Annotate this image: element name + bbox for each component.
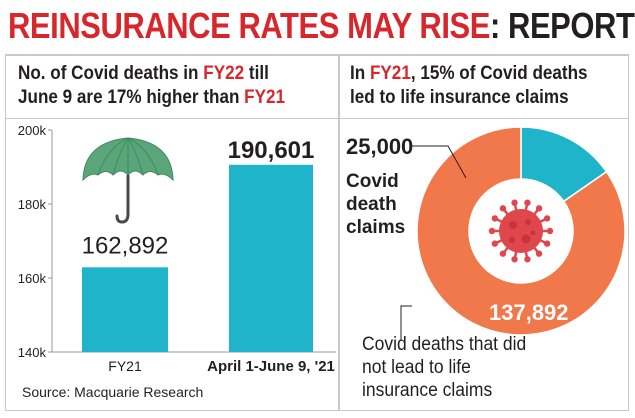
- headline-suffix: : REPORT: [489, 5, 635, 46]
- leader-line-claims: [412, 145, 467, 179]
- x-category-label: April 1-June 9, '21: [207, 358, 335, 375]
- source-note: Source: Macquarie Research: [22, 384, 204, 400]
- donut-value-label-claims: 25,000: [346, 134, 413, 159]
- headline-main: REINSURANCE RATES MAY RISE: [8, 5, 490, 46]
- umbrella-icon: [82, 137, 174, 224]
- donut-category-label: claims: [346, 217, 405, 238]
- donut-category-label: Covid: [346, 171, 399, 192]
- fy21-highlight-right: FY21: [369, 63, 411, 84]
- headline: REINSURANCE RATES MAY RISE: REPORT: [8, 2, 635, 50]
- divider-left-sub: [5, 118, 338, 119]
- y-tick-label: 180k: [18, 197, 47, 212]
- x-category-label: FY21: [108, 358, 142, 374]
- bar-value-label: 162,892: [82, 232, 169, 259]
- bar: [229, 164, 313, 352]
- divider-middle: [338, 56, 340, 411]
- right-subhead: In FY21, 15% of Covid deaths led to life…: [350, 62, 588, 110]
- donut-caption: Covid deaths that did not lead to life i…: [362, 334, 527, 401]
- left-subhead-line2: June 9 are 17% higher than FY21: [18, 87, 286, 108]
- frame-bottom: [5, 410, 629, 411]
- donut-category-label: death: [346, 194, 397, 215]
- right-subhead-line2: led to life insurance claims: [350, 87, 569, 108]
- y-tick-label: 200k: [18, 123, 47, 138]
- leader-line-nonclaims: [400, 305, 412, 340]
- left-subhead-line1: No. of Covid deaths in FY22 till: [18, 63, 269, 84]
- bar: [82, 267, 168, 352]
- fy21-highlight: FY21: [244, 87, 286, 108]
- bar-axis: 140k 160k 180k 200k: [18, 123, 336, 360]
- frame-right: [628, 56, 629, 411]
- right-subhead-line1: In FY21, 15% of Covid deaths: [350, 63, 588, 84]
- coronavirus-icon: [488, 199, 554, 263]
- bar-marks: 162,892 FY21 190,601 April 1-June 9, '21: [82, 137, 335, 375]
- left-subhead: No. of Covid deaths in FY22 till June 9 …: [18, 62, 285, 110]
- y-tick-label: 140k: [18, 345, 47, 360]
- donut-slice: [416, 126, 626, 336]
- divider-top: [5, 54, 629, 56]
- y-tick-label: 160k: [18, 271, 47, 286]
- frame-left: [5, 56, 6, 411]
- bar-value-label: 190,601: [228, 137, 315, 164]
- divider-right-sub: [340, 118, 629, 119]
- donut-value-label-nonclaims: 137,892: [489, 300, 569, 325]
- fy22-highlight: FY22: [203, 63, 245, 84]
- bar-chart: 140k 160k 180k 200k 162,892 FY21 190,601 April…: [18, 123, 336, 375]
